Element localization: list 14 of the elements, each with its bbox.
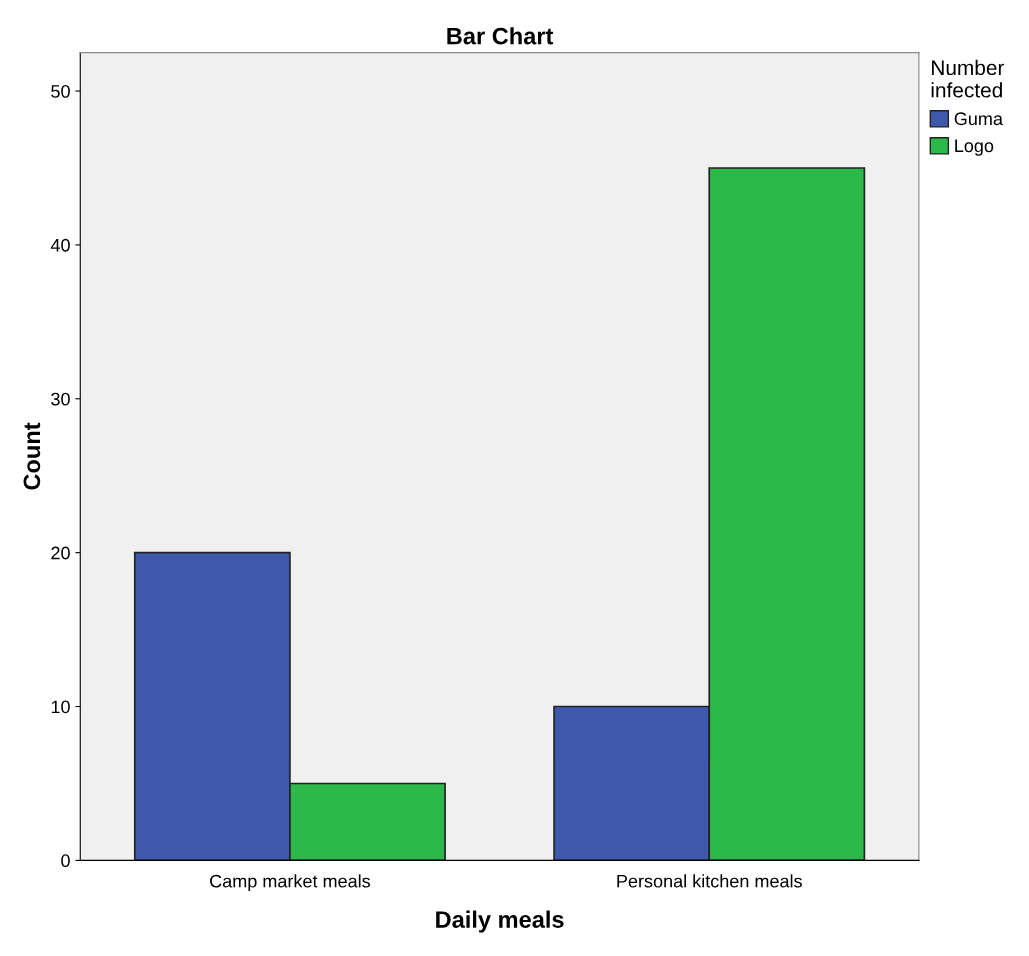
y-tick-label: 20: [51, 546, 70, 560]
y-tick-label: 50: [51, 84, 70, 98]
chart-title: Bar Chart: [447, 27, 554, 45]
legend-label: Logo: [955, 139, 994, 156]
legend-label: Guma: [954, 112, 1003, 126]
y-tick-label: 10: [51, 700, 70, 714]
legend-title: Number infected: [931, 59, 1005, 98]
x-axis-title: Daily meals: [436, 910, 564, 933]
x-tick-label: Personal kitchen meals: [617, 874, 802, 888]
y-tick-label: 40: [50, 238, 70, 252]
y-tick-label: 30: [51, 392, 70, 406]
y-axis-title: Count: [23, 422, 41, 490]
y-tick-label: 0: [61, 854, 70, 868]
x-tick-label: Camp market meals: [210, 874, 371, 892]
